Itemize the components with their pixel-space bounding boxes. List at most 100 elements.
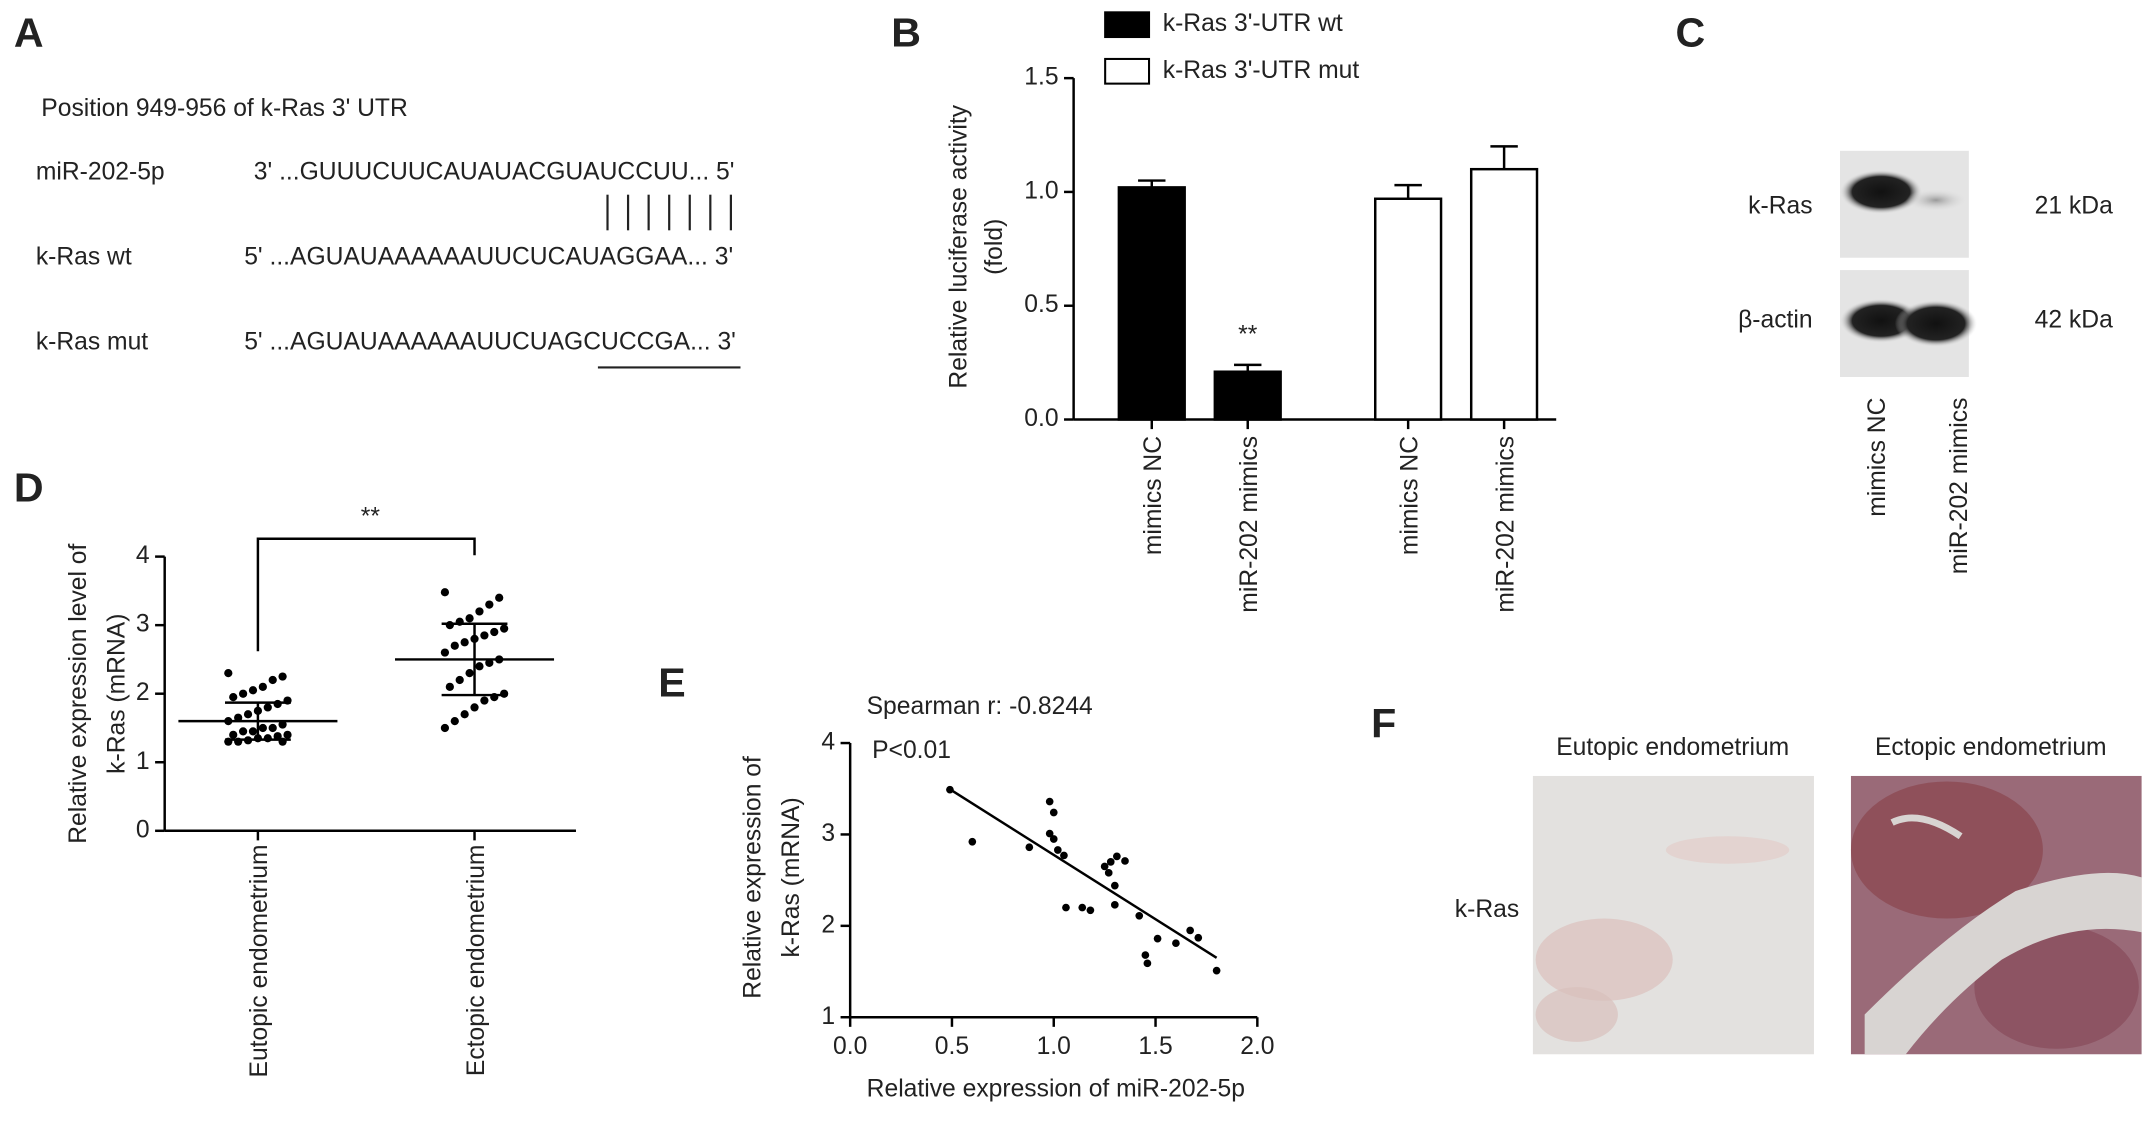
y-axis-label: k-Ras (mRNA) (104, 614, 131, 774)
y-tick-label: 4 (821, 729, 835, 756)
panel-label: F (1371, 700, 1396, 746)
x-tick-label: Ectopic endometrium (463, 845, 490, 1077)
data-point (273, 732, 282, 741)
data-point (1078, 903, 1087, 912)
data-point (450, 641, 459, 650)
data-point (238, 689, 248, 698)
data-point (1106, 858, 1115, 866)
x-tick-label: 1.0 (1037, 1033, 1071, 1060)
data-point (1110, 881, 1119, 890)
data-point (475, 662, 484, 671)
data-point (445, 682, 454, 691)
y-tick-label: 4 (136, 542, 150, 569)
y-axis-label: Relative luciferase activity (945, 104, 972, 388)
annotation: Spearman r: -0.8244 (867, 693, 1093, 720)
y-tick-label: 0.5 (1024, 291, 1058, 318)
data-point (465, 669, 474, 678)
significance: ** (1238, 322, 1258, 349)
pairing-lines (606, 194, 732, 231)
fit-line (951, 789, 1218, 959)
y-axis-label: Relative expression of (740, 756, 767, 999)
data-point (1110, 900, 1119, 909)
data-point (445, 621, 454, 630)
data-point (263, 703, 272, 712)
y-axis-label: k-Ras (mRNA) (778, 797, 805, 957)
panel-label: D (14, 465, 44, 511)
y-tick-label: 1 (136, 748, 150, 775)
data-point (968, 837, 977, 846)
lane-label: mimics NC (1864, 398, 1891, 517)
bar (1117, 186, 1186, 421)
row-name: k-Ras wt (36, 243, 132, 270)
column-label: Ectopic endometrium (1875, 734, 2107, 761)
data-point (465, 614, 474, 623)
significance-bracket (256, 537, 476, 652)
data-point (238, 727, 248, 736)
y-tick-label: 3 (136, 611, 150, 638)
data-point (440, 588, 450, 597)
bar (1469, 167, 1539, 421)
data-point (258, 682, 267, 691)
data-point (480, 631, 489, 640)
y-tick-label: 1 (821, 1003, 835, 1030)
legend-swatch (1104, 11, 1151, 39)
data-point (258, 723, 267, 733)
data-point (460, 638, 469, 647)
x-axis-label: Relative expression of miR-202-5p (867, 1075, 1245, 1102)
y-tick-label: 0.0 (1024, 405, 1058, 432)
panel-label: B (891, 10, 921, 56)
y-axis-label: Relative expression level of (65, 543, 92, 843)
data-point (283, 730, 292, 739)
data-point (485, 658, 494, 667)
data-point (1113, 852, 1121, 861)
lane-label: miR-202 mimics (1946, 398, 1973, 575)
data-point (1060, 851, 1068, 860)
data-point (440, 723, 450, 733)
data-point (1121, 857, 1129, 865)
data-point (1025, 843, 1034, 852)
x-tick-label: 0.0 (833, 1033, 867, 1060)
data-point (248, 727, 258, 736)
data-point (263, 734, 272, 743)
data-point (475, 607, 484, 616)
micrograph (1532, 775, 1814, 1055)
bar (1213, 370, 1282, 421)
x-tick-label: miR-202 mimics (1236, 436, 1263, 613)
data-point (1153, 934, 1162, 943)
micrograph (1850, 775, 2142, 1055)
band (1894, 300, 1978, 347)
y-tick-label: 3 (821, 820, 835, 847)
data-point (495, 593, 504, 602)
x-tick-label: 2.0 (1240, 1033, 1274, 1060)
panel-label: E (658, 659, 685, 705)
data-point (248, 686, 258, 695)
annotation: P<0.01 (872, 737, 951, 764)
data-point (440, 648, 450, 657)
y-tick-label: 2 (136, 679, 150, 706)
data-point (450, 717, 459, 726)
data-point (1086, 906, 1095, 915)
x-tick-label: mimics NC (1396, 436, 1423, 555)
data-point (243, 710, 253, 719)
data-point (1049, 835, 1058, 843)
data-point (229, 730, 238, 739)
y-tick-label: 1.5 (1024, 64, 1058, 91)
data-point (470, 703, 479, 712)
data-point (229, 693, 238, 702)
sequence: 5' ...AGUAUAAAAAAUUCUAGCUCCGA... 3' (244, 328, 736, 355)
data-point (273, 699, 282, 709)
y-tick-label: 0 (136, 816, 150, 843)
data-point (1186, 926, 1194, 935)
data-point (460, 710, 469, 719)
legend-swatch (1104, 57, 1151, 85)
data-point (278, 672, 287, 681)
data-point (1104, 868, 1113, 877)
data-point (1049, 808, 1058, 817)
column-label: Eutopic endometrium (1556, 734, 1789, 761)
data-point (224, 669, 233, 678)
sequence: 5' ...AGUAUAAAAAAUUCUCAUAGGAA... 3' (244, 243, 733, 270)
data-point (1053, 846, 1062, 854)
data-point (1172, 939, 1180, 948)
data-point (455, 675, 464, 685)
